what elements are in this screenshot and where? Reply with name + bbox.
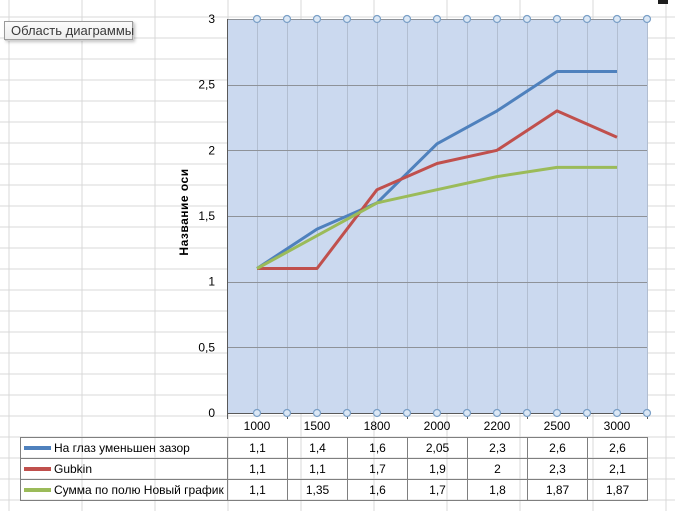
value-cell: 1,7 [347, 458, 408, 480]
series-name-cell: На глаз уменьшен зазор [20, 437, 228, 459]
x-axis-category-label: 1500 [304, 419, 331, 433]
screen-artifact [658, 0, 668, 4]
series-name-cell: Сумма по полю Новый график [20, 479, 228, 501]
y-axis-tick-label: 0 [208, 406, 215, 420]
value-cell: 1,9 [407, 458, 468, 480]
value-cell: 1,1 [227, 458, 288, 480]
value-cell: 1,4 [287, 437, 348, 459]
value-cell: 1,6 [347, 479, 408, 501]
series-line-3[interactable] [256, 165, 617, 270]
y-axis-tick-label: 3 [208, 12, 215, 26]
selection-handle-icon[interactable] [372, 14, 382, 24]
selection-handle-icon[interactable] [432, 408, 442, 418]
selection-handle-icon[interactable] [342, 408, 352, 418]
x-axis-category-label: 2200 [484, 419, 511, 433]
selection-handle-icon[interactable] [312, 408, 322, 418]
selection-handle-icon[interactable] [642, 14, 652, 24]
x-axis-category-label: 1000 [244, 419, 271, 433]
legend-key-icon [24, 467, 51, 471]
selection-handle-icon[interactable] [642, 408, 652, 418]
selection-handle-icon[interactable] [582, 408, 592, 418]
x-axis-category-label: 1800 [364, 419, 391, 433]
chart-area-tooltip: Область диаграммы [4, 21, 134, 40]
series-name-label: Gubkin [54, 462, 93, 476]
series-line-1[interactable] [256, 70, 617, 270]
y-axis-title: Название оси [177, 168, 191, 256]
legend-key-icon [24, 446, 51, 450]
chart-data-table[interactable]: На глаз уменьшен зазор 1,1 1,4 1,6 2,05 2,3 2,… [20, 437, 648, 501]
value-cell: 2,6 [527, 437, 588, 459]
table-row: Сумма по полю Новый график 1,1 1,35 1,6 1,7 1… [20, 479, 648, 501]
selection-handle-icon[interactable] [402, 14, 412, 24]
value-cell: 2,3 [527, 458, 588, 480]
selection-handle-icon[interactable] [582, 14, 592, 24]
value-cell: 1,1 [227, 479, 288, 501]
x-axis-category-label: 3000 [604, 419, 631, 433]
value-cell: 2 [467, 458, 528, 480]
value-cell: 1,7 [407, 479, 468, 501]
selection-handle-icon[interactable] [402, 408, 412, 418]
value-cell: 1,1 [287, 458, 348, 480]
selection-handle-icon[interactable] [612, 408, 622, 418]
value-cell: 2,6 [587, 437, 648, 459]
value-cell: 1,87 [527, 479, 588, 501]
series-name-label: Сумма по полю Новый график [54, 483, 224, 497]
selection-handle-icon[interactable] [492, 408, 502, 418]
selection-handle-icon[interactable] [612, 14, 622, 24]
selection-handle-icon[interactable] [282, 14, 292, 24]
value-cell: 1,35 [287, 479, 348, 501]
selection-handle-icon[interactable] [342, 14, 352, 24]
x-axis-category-label: 2000 [424, 419, 451, 433]
table-row: На глаз уменьшен зазор 1,1 1,4 1,6 2,05 2,3 2,… [20, 437, 648, 459]
selection-handle-icon[interactable] [252, 408, 262, 418]
selection-handle-icon[interactable] [282, 408, 292, 418]
x-axis-category-label: 2500 [544, 419, 571, 433]
series-name-cell: Gubkin [20, 458, 228, 480]
value-cell: 1,6 [347, 437, 408, 459]
selection-handle-icon[interactable] [522, 408, 532, 418]
value-cell: 1,8 [467, 479, 528, 501]
selection-handle-icon[interactable] [552, 408, 562, 418]
y-axis-tick-label: 1,5 [198, 209, 215, 223]
value-cell: 1,1 [227, 437, 288, 459]
selection-handle-icon[interactable] [372, 408, 382, 418]
selection-handle-icon[interactable] [552, 14, 562, 24]
table-row: Gubkin 1,1 1,1 1,7 1,9 2 2,3 2,1 [20, 458, 648, 480]
y-axis-tick-label: 2 [208, 143, 215, 157]
selection-handle-icon[interactable] [522, 14, 532, 24]
series-line-2[interactable] [257, 109, 618, 270]
value-cell: 2,05 [407, 437, 468, 459]
selection-handle-icon[interactable] [462, 14, 472, 24]
legend-key-icon [24, 488, 51, 492]
series-name-label: На глаз уменьшен зазор [54, 441, 190, 455]
y-axis-tick-label: 0,5 [198, 340, 215, 354]
y-axis-tick-label: 2,5 [198, 78, 215, 92]
selection-handle-icon[interactable] [312, 14, 322, 24]
selection-handle-icon[interactable] [252, 14, 262, 24]
value-cell: 2,1 [587, 458, 648, 480]
selection-handle-icon[interactable] [432, 14, 442, 24]
value-cell: 1,87 [587, 479, 648, 501]
selection-handle-icon[interactable] [462, 408, 472, 418]
value-cell: 2,3 [467, 437, 528, 459]
selection-handle-icon[interactable] [492, 14, 502, 24]
y-axis-tick-label: 1 [208, 275, 215, 289]
